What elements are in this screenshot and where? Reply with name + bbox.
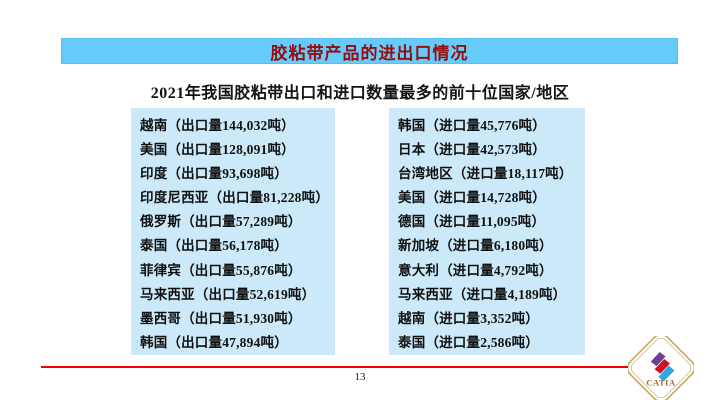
export-list-item: 菲律宾（出口量55,876吨）	[140, 262, 302, 278]
logo-mark	[650, 352, 675, 382]
import-list-item: 意大利（进口量4,792吨）	[398, 262, 553, 278]
export-list-item: 越南（出口量144,032吨）	[140, 118, 295, 133]
export-list-box: 越南（出口量144,032吨） 美国（出口量128,091吨） 印度（出口量93,6…	[131, 108, 335, 355]
slide-subtitle: 2021年我国胶粘带出口和进口数量最多的前十位国家/地区	[150, 85, 570, 102]
export-list-item: 美国（出口量128,091吨）	[140, 142, 295, 158]
import-list-item: 台湾地区（进口量18,117吨）	[398, 166, 573, 182]
import-list-item: 马来西亚（进口量4,189吨）	[398, 286, 567, 302]
export-list-item: 俄罗斯（出口量57,289吨）	[140, 214, 302, 230]
import-list-item: 韩国（进口量45,776吨）	[398, 118, 546, 133]
export-list-item: 印度（出口量93,698吨）	[140, 166, 288, 182]
export-list-item: 泰国（出口量56,178吨）	[140, 238, 288, 254]
import-list-item: 新加坡（进口量6,180吨）	[398, 238, 553, 254]
export-list-item: 墨西哥（出口量51,930吨）	[140, 310, 302, 326]
import-list-box: 韩国（进口量45,776吨） 日本（进口量42,573吨） 台湾地区（进口量18,1…	[389, 108, 585, 355]
page-number: 13	[354, 371, 366, 383]
catia-logo: CATIA	[628, 336, 694, 400]
import-list-item: 日本（进口量42,573吨）	[398, 142, 546, 158]
export-list-item: 马来西亚（出口量52,619吨）	[140, 286, 316, 302]
import-list-item: 泰国（进口量2,586吨）	[398, 334, 539, 350]
export-list-item: 印度尼西亚（出口量81,228吨）	[140, 190, 330, 206]
catia-logo-graphic: CATIA	[628, 336, 694, 400]
import-list-item: 越南（进口量3,352吨）	[398, 310, 539, 326]
slide-title-bar: 胶粘带产品的进出口情况	[61, 38, 678, 64]
import-list-item: 德国（进口量11,095吨）	[398, 214, 546, 230]
footer-divider-line	[41, 366, 657, 368]
logo-text: CATIA	[646, 378, 675, 387]
import-list-item: 美国（进口量14,728吨）	[398, 190, 546, 206]
slide-title: 胶粘带产品的进出口情况	[270, 43, 469, 63]
export-list-item: 韩国（出口量47,894吨）	[140, 334, 288, 350]
